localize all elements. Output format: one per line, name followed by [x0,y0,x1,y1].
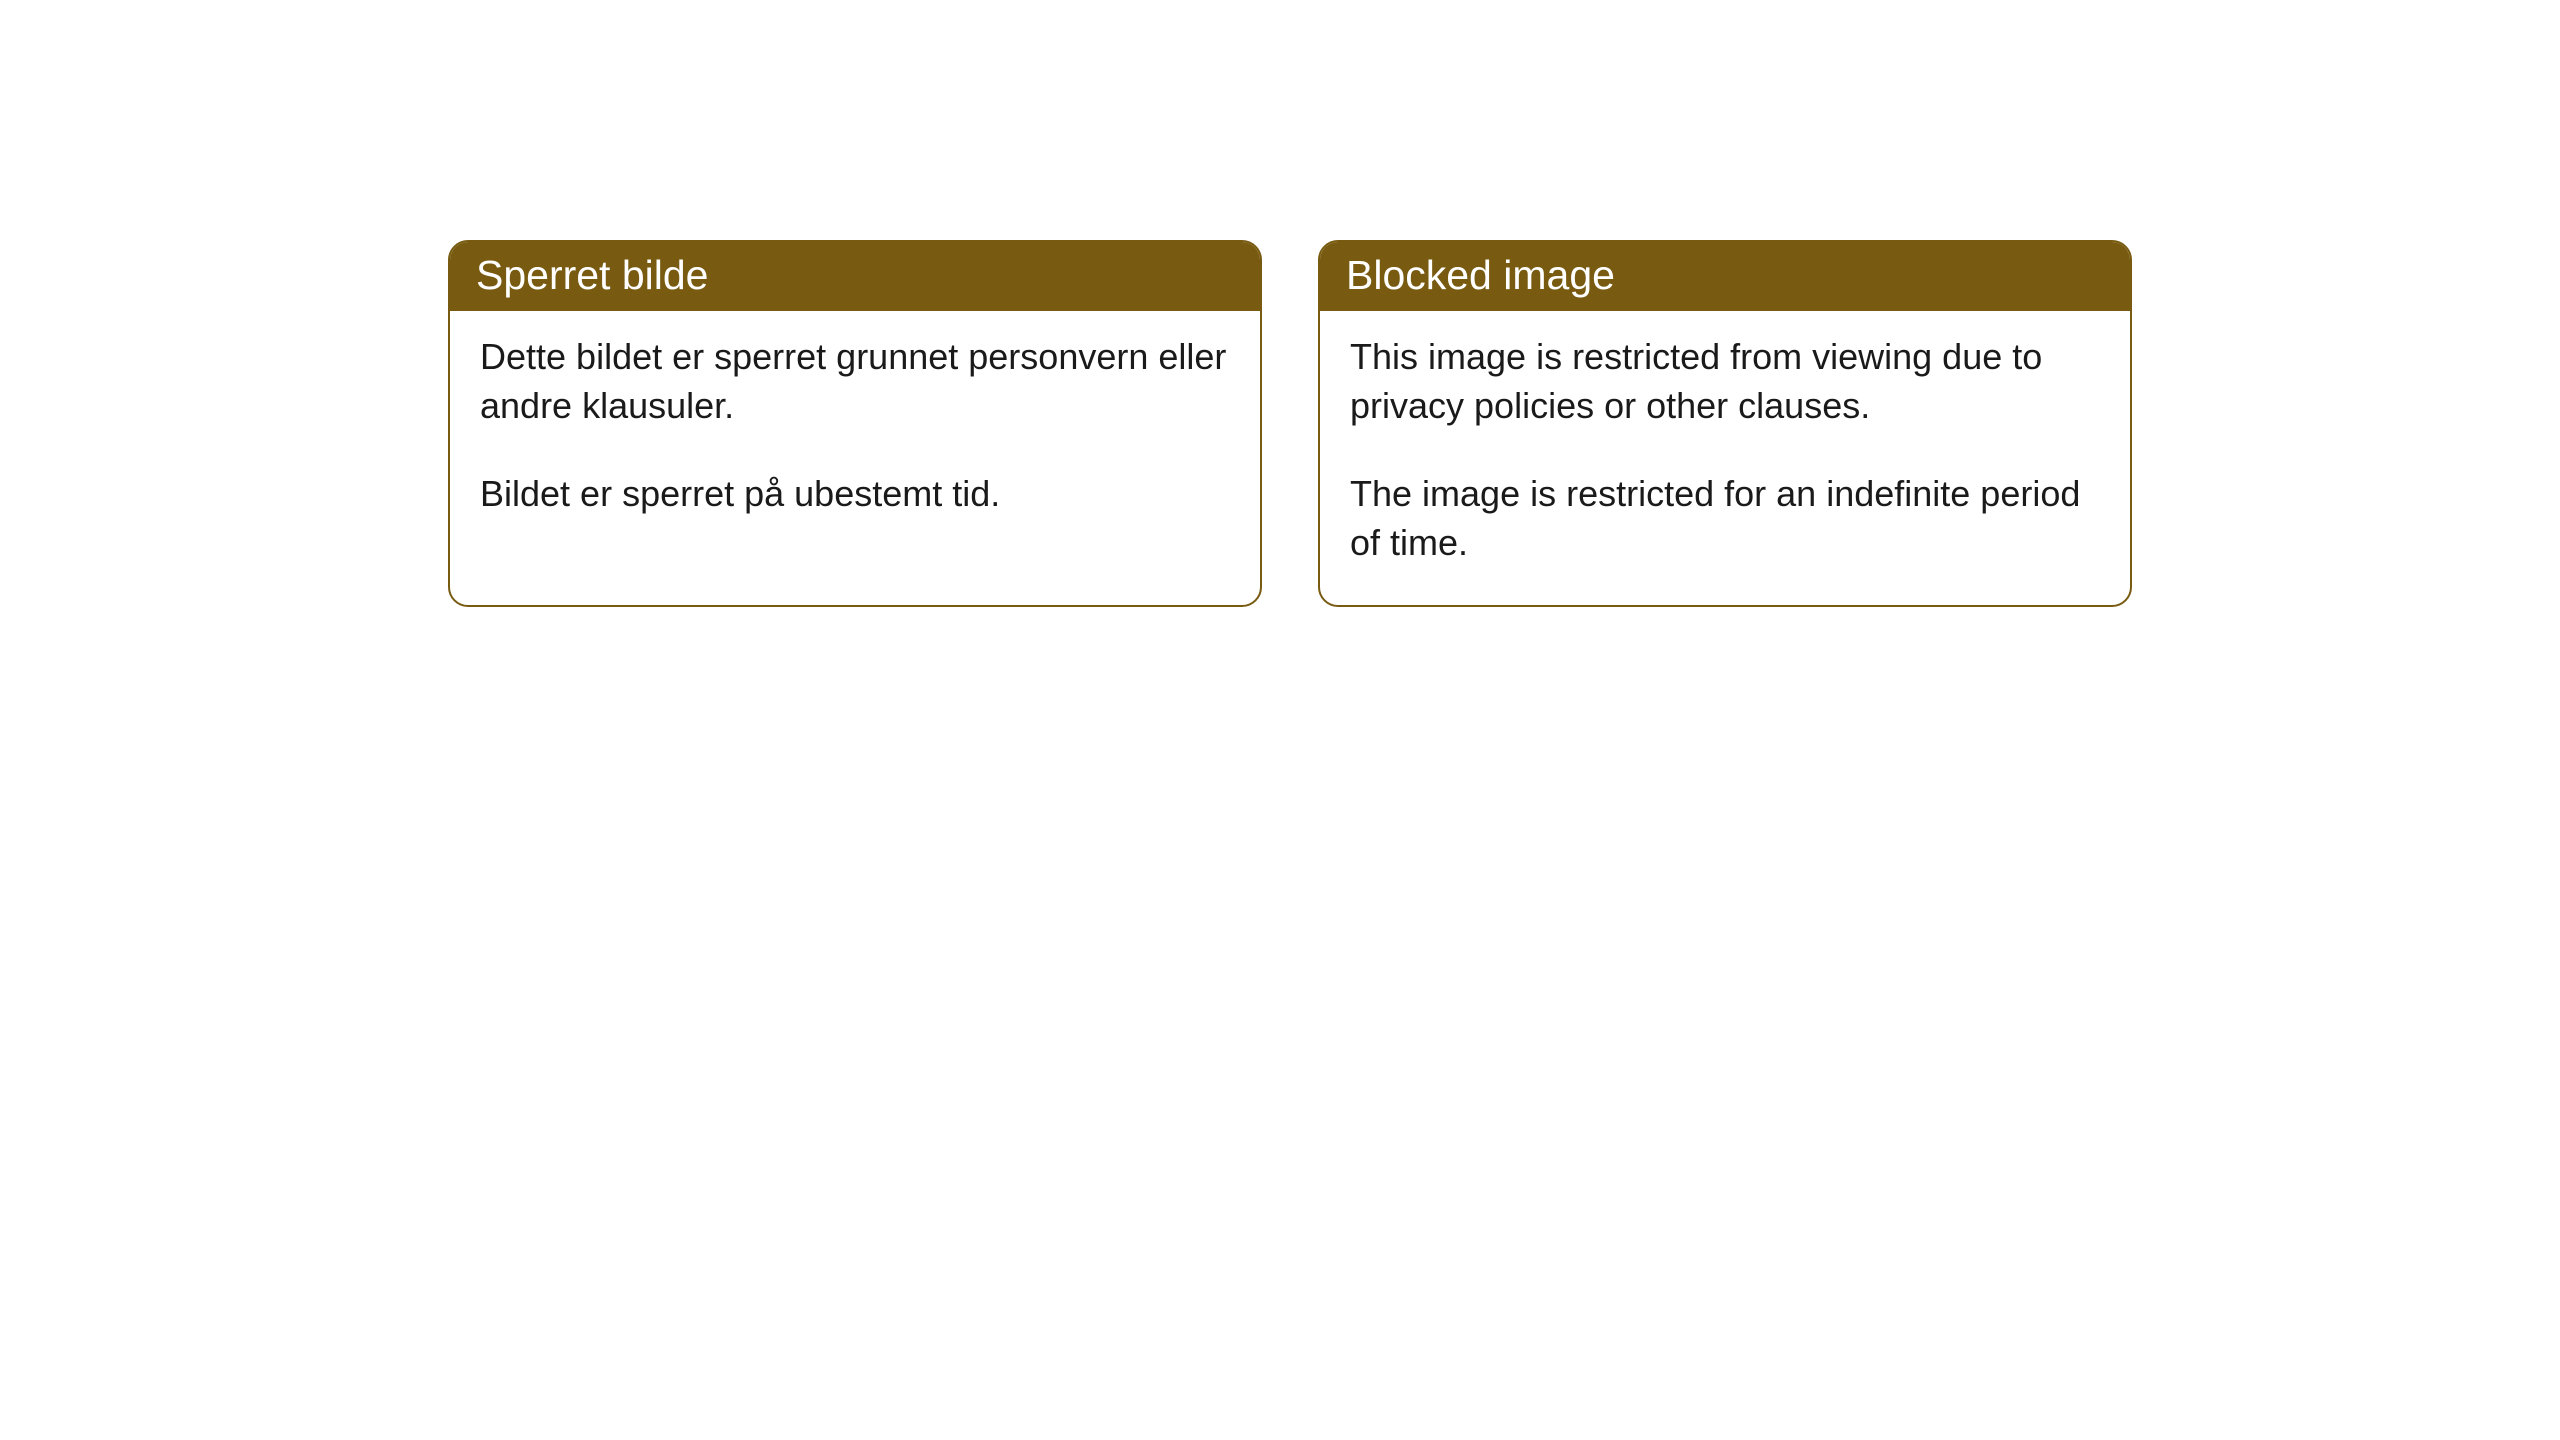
notice-paragraph-1: Dette bildet er sperret grunnet personve… [480,333,1230,430]
notice-cards-container: Sperret bilde Dette bildet er sperret gr… [448,240,2132,607]
notice-card-norwegian: Sperret bilde Dette bildet er sperret gr… [448,240,1262,607]
notice-paragraph-2: Bildet er sperret på ubestemt tid. [480,470,1230,519]
notice-paragraph-2: The image is restricted for an indefinit… [1350,470,2100,567]
card-header: Sperret bilde [450,242,1260,311]
notice-card-english: Blocked image This image is restricted f… [1318,240,2132,607]
card-body: This image is restricted from viewing du… [1320,311,2130,605]
notice-paragraph-1: This image is restricted from viewing du… [1350,333,2100,430]
card-header: Blocked image [1320,242,2130,311]
card-body: Dette bildet er sperret grunnet personve… [450,311,1260,557]
